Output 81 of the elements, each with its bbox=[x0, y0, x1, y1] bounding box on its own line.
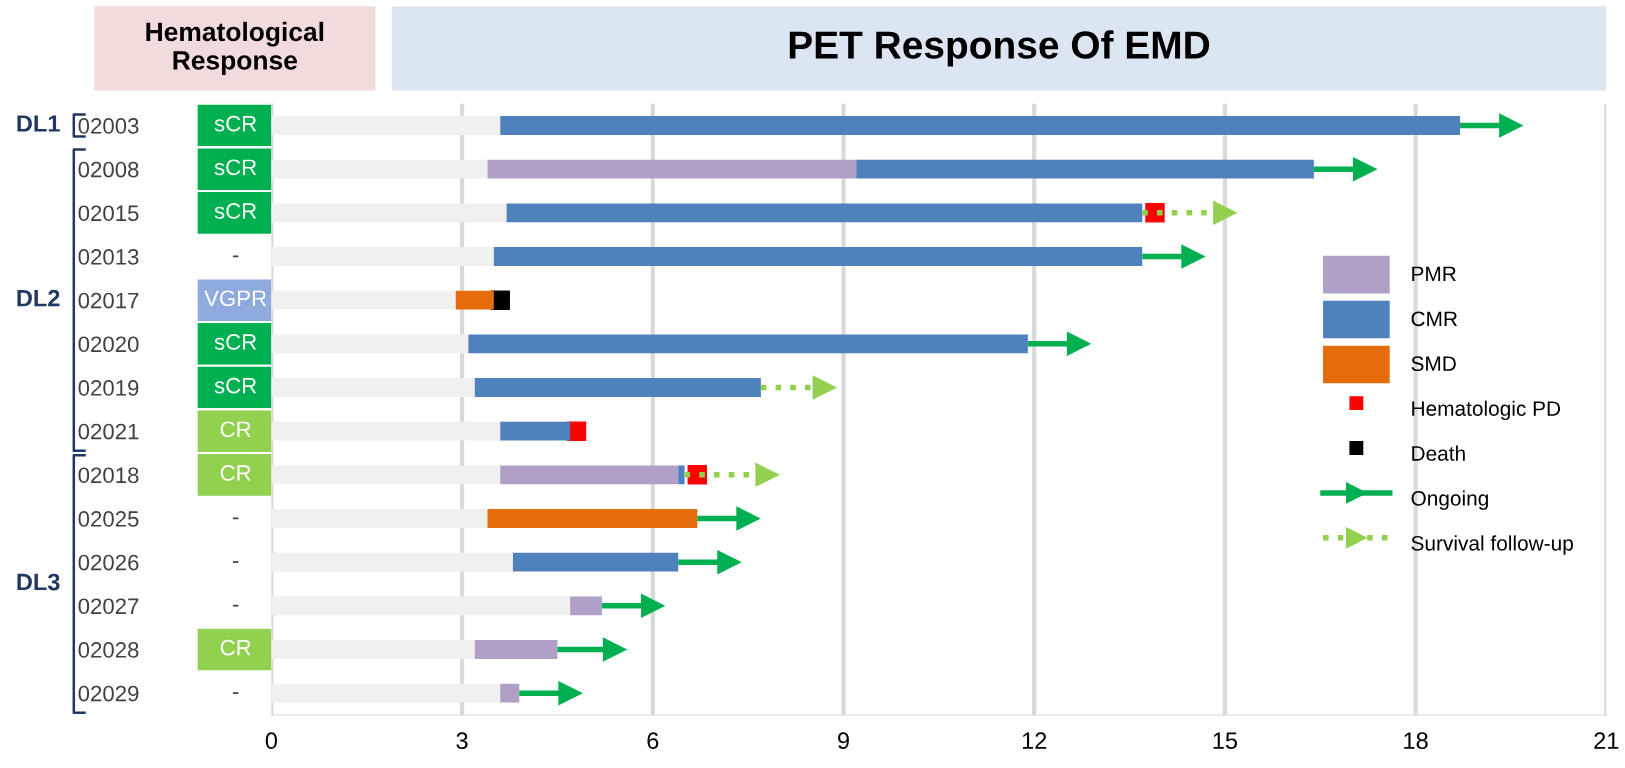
text: - bbox=[232, 692, 239, 694]
text: DL1 bbox=[17, 115, 60, 132]
y-tick-label: 02025 bbox=[78, 511, 139, 527]
text: - bbox=[232, 561, 239, 563]
text: - bbox=[232, 517, 239, 520]
point bbox=[755, 463, 780, 487]
y-tick-label: 02028 bbox=[78, 642, 139, 658]
bar bbox=[455, 290, 494, 310]
bar bbox=[271, 509, 488, 528]
text: VGPR bbox=[204, 290, 267, 307]
text: sCR bbox=[214, 334, 257, 350]
text: sCR bbox=[214, 159, 257, 176]
bar bbox=[468, 334, 1028, 354]
bar bbox=[500, 421, 571, 441]
text: Hematological Response bbox=[146, 21, 324, 75]
bar bbox=[856, 159, 1314, 179]
x-tick-label: 18 bbox=[1404, 732, 1428, 750]
text: CR bbox=[220, 639, 251, 656]
x-tick-label: 3 bbox=[456, 732, 468, 750]
point bbox=[602, 637, 627, 662]
bar bbox=[506, 203, 1143, 223]
legend-label: PMR bbox=[1412, 266, 1456, 282]
text: DL2 bbox=[17, 289, 60, 307]
bar bbox=[678, 465, 685, 485]
y-tick-label: 02015 bbox=[78, 205, 139, 222]
text: DL3 bbox=[17, 573, 60, 591]
point bbox=[717, 550, 741, 574]
point bbox=[1499, 113, 1523, 138]
x-tick-label: 15 bbox=[1213, 732, 1238, 750]
point bbox=[736, 506, 760, 531]
x-tick-label: 21 bbox=[1594, 732, 1619, 749]
x-tick-label: 9 bbox=[838, 732, 849, 750]
legend-label: Survival follow-up bbox=[1411, 535, 1573, 555]
bar bbox=[271, 247, 494, 266]
point bbox=[1352, 157, 1377, 181]
point bbox=[1213, 201, 1237, 225]
x-tick-label: 0 bbox=[265, 732, 278, 750]
text: CR bbox=[220, 421, 251, 438]
bar bbox=[500, 465, 679, 485]
bar bbox=[493, 247, 1143, 266]
legend-label: Death bbox=[1412, 445, 1465, 461]
text: sCR bbox=[214, 377, 257, 394]
point bbox=[1181, 244, 1205, 269]
x-tick-label: 12 bbox=[1022, 732, 1047, 749]
bar bbox=[474, 378, 761, 397]
text: - bbox=[232, 255, 239, 258]
bar bbox=[500, 683, 520, 703]
bar bbox=[271, 596, 571, 616]
point bbox=[812, 375, 837, 400]
y-tick-label: 02026 bbox=[78, 554, 139, 571]
y-tick-label: 02003 bbox=[78, 118, 139, 134]
text: - bbox=[232, 604, 239, 607]
y-tick-label: 02018 bbox=[78, 467, 139, 484]
y-tick-label: 02013 bbox=[78, 249, 139, 265]
bar bbox=[500, 116, 1461, 135]
point bbox=[558, 681, 582, 705]
y-tick-label: 02021 bbox=[78, 423, 139, 440]
y-tick-label: 02027 bbox=[78, 598, 139, 615]
y-tick-label: 02019 bbox=[78, 380, 139, 396]
y-tick-label: 02029 bbox=[78, 685, 139, 702]
point bbox=[1066, 332, 1091, 356]
legend-label: Ongoing bbox=[1411, 490, 1488, 510]
bar bbox=[271, 683, 501, 703]
bar bbox=[487, 159, 857, 179]
point bbox=[640, 594, 665, 618]
legend-label: SMD bbox=[1411, 356, 1456, 372]
chart-title: PET Response Of EMD bbox=[789, 30, 1210, 67]
bar bbox=[570, 596, 602, 616]
y-tick-label: 02020 bbox=[78, 336, 139, 353]
text: sCR bbox=[214, 115, 257, 132]
bar bbox=[487, 509, 698, 528]
text: CR bbox=[220, 465, 251, 481]
text: sCR bbox=[214, 203, 257, 219]
y-tick-label: 02017 bbox=[78, 292, 139, 309]
legend-label: Hematologic PD bbox=[1412, 400, 1561, 421]
bar bbox=[271, 552, 513, 572]
x-tick-label: 6 bbox=[647, 732, 659, 750]
legend-label: CMR bbox=[1411, 311, 1458, 327]
bar bbox=[474, 640, 558, 659]
bar bbox=[512, 552, 679, 572]
y-tick-label: 02008 bbox=[78, 161, 139, 178]
